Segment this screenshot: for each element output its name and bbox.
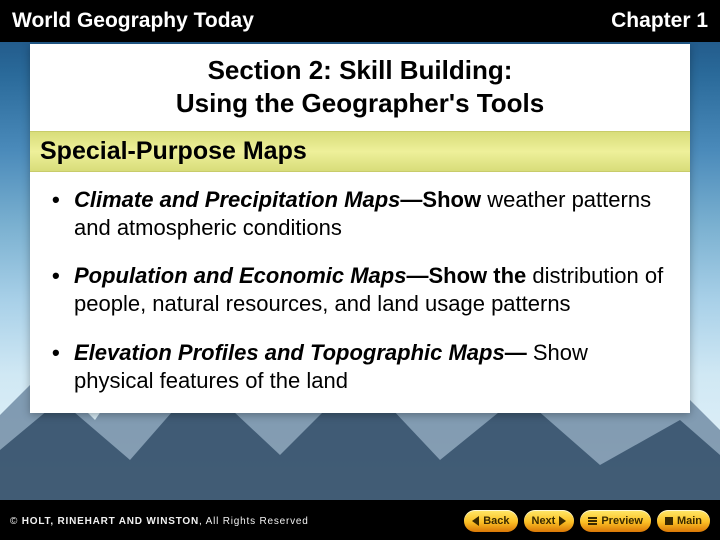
section-title-line2: Using the Geographer's Tools <box>50 87 670 120</box>
back-button[interactable]: Back <box>464 510 517 532</box>
preview-label: Preview <box>601 515 643 527</box>
nav-button-group: Back Next Preview Main <box>464 510 710 532</box>
bullet-text: Elevation Profiles and Topographic Maps—… <box>74 339 668 395</box>
bullet-marker: • <box>52 262 74 290</box>
copyright-text: © HOLT, RINEHART AND WINSTON, All Rights… <box>10 516 309 527</box>
topic-heading: Special-Purpose Maps <box>30 131 690 172</box>
bullet-lead: Show <box>422 187 481 212</box>
content-panel: Section 2: Skill Building: Using the Geo… <box>30 44 690 413</box>
bullet-dash: — <box>505 340 527 365</box>
main-label: Main <box>677 515 702 527</box>
main-button[interactable]: Main <box>657 510 710 532</box>
main-icon <box>665 517 673 525</box>
copyright-post: , All Rights Reserved <box>199 516 309 527</box>
next-arrow-icon <box>559 516 566 526</box>
chapter-label: Chapter 1 <box>611 9 708 33</box>
bullet-marker: • <box>52 186 74 214</box>
bullet-term: Population and Economic Maps <box>74 263 406 288</box>
next-button[interactable]: Next <box>524 510 575 532</box>
list-item: • Population and Economic Maps—Show the … <box>52 262 668 318</box>
bullet-dash: — <box>400 187 422 212</box>
list-item: • Climate and Precipitation Maps—Show we… <box>52 186 668 242</box>
bullet-lead: Show the <box>428 263 526 288</box>
section-title: Section 2: Skill Building: Using the Geo… <box>30 44 690 131</box>
preview-button[interactable]: Preview <box>580 510 651 532</box>
bullet-term: Elevation Profiles and Topographic Maps <box>74 340 505 365</box>
bullet-text: Population and Economic Maps—Show the di… <box>74 262 668 318</box>
bullet-list: • Climate and Precipitation Maps—Show we… <box>30 172 690 413</box>
bullet-dash: — <box>406 263 428 288</box>
bullet-marker: • <box>52 339 74 367</box>
list-item: • Elevation Profiles and Topographic Map… <box>52 339 668 395</box>
book-title: World Geography Today <box>12 9 254 33</box>
bullet-term: Climate and Precipitation Maps <box>74 187 400 212</box>
copyright-company: HOLT, RINEHART AND WINSTON <box>22 516 199 527</box>
bullet-text: Climate and Precipitation Maps—Show weat… <box>74 186 668 242</box>
copyright-pre: © <box>10 516 22 527</box>
section-title-line1: Section 2: Skill Building: <box>50 54 670 87</box>
back-label: Back <box>483 515 509 527</box>
next-label: Next <box>532 515 556 527</box>
preview-icon <box>588 517 597 525</box>
footer-bar: © HOLT, RINEHART AND WINSTON, All Rights… <box>0 502 720 540</box>
back-arrow-icon <box>472 516 479 526</box>
header-bar: World Geography Today Chapter 1 <box>0 0 720 42</box>
